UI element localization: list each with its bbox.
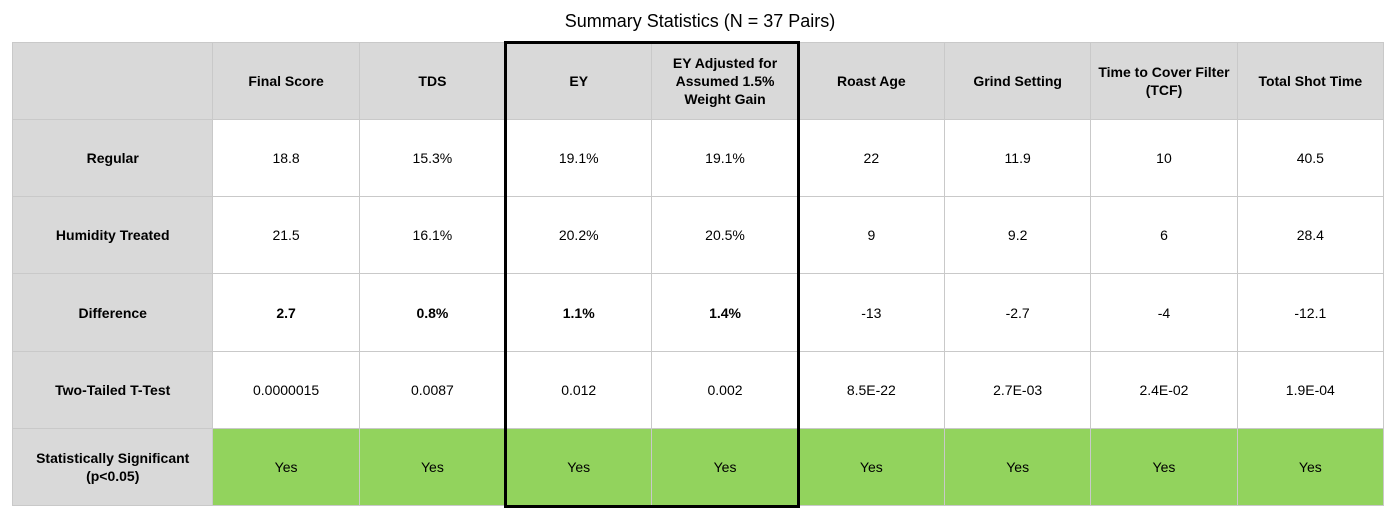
table-cell: 20.2% [505,196,653,275]
table-cell: 19.1% [651,119,799,198]
table-cell: 0.0087 [358,350,507,429]
table-cell: 16.1% [358,196,507,275]
table-cell: 2.4E-02 [1090,350,1238,429]
table-cell: 0.0000015 [212,350,360,429]
column-header: Total Shot Time [1236,41,1385,121]
table-cell: 2.7 [212,273,360,352]
table-cell-significant: Yes [1236,427,1385,507]
table-cell: 21.5 [212,196,360,275]
table-cell: 11.9 [943,119,1092,198]
corner-cell [11,41,214,121]
table-cell: -13 [797,273,946,352]
table-cell: -4 [1090,273,1238,352]
table-row-humidity-treated: Humidity Treated 21.5 16.1% 20.2% 20.5% … [11,196,1385,275]
table-cell: 0.012 [505,350,653,429]
table-cell-significant: Yes [505,427,653,507]
table-cell: 9.2 [943,196,1092,275]
table-cell-significant: Yes [1090,427,1238,507]
table-cell-significant: Yes [212,427,360,507]
summary-statistics-table: Final Score TDS EY EY Adjusted for Assum… [11,41,1385,507]
row-label: Statistically Significant (p<0.05) [11,427,214,507]
column-header: Time to Cover Filter (TCF) [1090,41,1238,121]
header-row: Final Score TDS EY EY Adjusted for Assum… [11,41,1385,121]
table-cell-significant: Yes [797,427,946,507]
column-header: EY Adjusted for Assumed 1.5% Weight Gain [651,41,799,121]
table-row-two-tailed-t-test: Two-Tailed T-Test 0.0000015 0.0087 0.012… [11,350,1385,429]
row-label: Two-Tailed T-Test [11,350,214,429]
table-cell: 20.5% [651,196,799,275]
table-cell: 1.9E-04 [1236,350,1385,429]
table-cell: 2.7E-03 [943,350,1092,429]
table-row-statistically-significant: Statistically Significant (p<0.05) Yes Y… [11,427,1385,507]
column-header: Grind Setting [943,41,1092,121]
table-cell: -12.1 [1236,273,1385,352]
table-cell: 1.1% [505,273,653,352]
table-cell: 18.8 [212,119,360,198]
column-header: EY [505,41,653,121]
table-cell: 40.5 [1236,119,1385,198]
row-label: Humidity Treated [11,196,214,275]
table-cell: 19.1% [505,119,653,198]
table-row-regular: Regular 18.8 15.3% 19.1% 19.1% 22 11.9 1… [11,119,1385,198]
table-cell: 9 [797,196,946,275]
column-header: Final Score [212,41,360,121]
table-cell: 22 [797,119,946,198]
table-cell-significant: Yes [358,427,507,507]
table-cell-significant: Yes [943,427,1092,507]
summary-table-container: Final Score TDS EY EY Adjusted for Assum… [11,41,1385,507]
column-header: Roast Age [797,41,946,121]
table-cell-significant: Yes [651,427,799,507]
column-header: TDS [358,41,507,121]
table-cell: 28.4 [1236,196,1385,275]
table-cell: -2.7 [943,273,1092,352]
table-cell: 1.4% [651,273,799,352]
table-cell: 0.8% [358,273,507,352]
table-cell: 6 [1090,196,1238,275]
table-cell: 8.5E-22 [797,350,946,429]
table-row-difference: Difference 2.7 0.8% 1.1% 1.4% -13 -2.7 -… [11,273,1385,352]
row-label: Regular [11,119,214,198]
table-cell: 15.3% [358,119,507,198]
row-label: Difference [11,273,214,352]
table-cell: 0.002 [651,350,799,429]
table-cell: 10 [1090,119,1238,198]
chart-title: Summary Statistics (N = 37 Pairs) [564,11,836,31]
